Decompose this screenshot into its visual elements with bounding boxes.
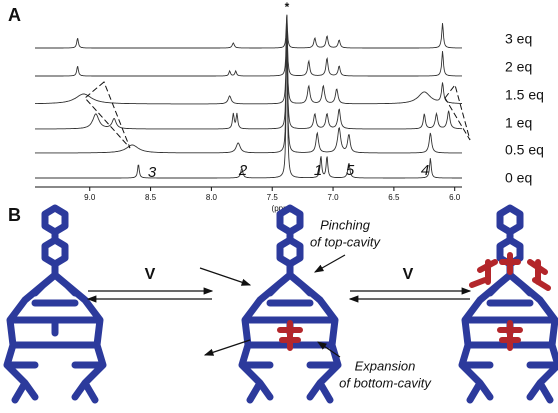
trace-label: 0 eq: [505, 170, 532, 186]
molecule: [462, 208, 558, 400]
x-tick-label: 9.0: [84, 193, 96, 202]
spectrum-trace: [35, 17, 462, 179]
trace-label: 1.5 eq: [505, 87, 544, 103]
annotation: Pinching: [320, 217, 371, 232]
spectrum-trace: [35, 16, 462, 130]
guest: [469, 252, 551, 291]
x-tick-label: 8.5: [145, 193, 157, 202]
dashed-guide: [84, 81, 471, 149]
annotation: Expansion: [355, 358, 416, 373]
spectra: [34, 14, 462, 179]
trace-label: 3 eq: [505, 31, 532, 47]
peak-label: 5: [346, 162, 355, 179]
spectrum-trace: [34, 16, 462, 154]
guest: [497, 320, 523, 351]
trace-label: 1 eq: [505, 115, 532, 131]
peak-label: 3: [148, 164, 157, 181]
trace-label: 0.5 eq: [505, 142, 544, 158]
x-axis-label: (ppm): [272, 204, 293, 213]
star-label: *: [285, 0, 290, 14]
panel-label: B: [8, 205, 21, 225]
x-tick-label: 6.5: [388, 193, 400, 202]
spectrum-trace: [35, 15, 462, 105]
x-tick-label: 7.0: [327, 193, 339, 202]
equilibrium-arrow: [86, 287, 472, 303]
x-tick-label: 7.5: [267, 193, 279, 202]
trace-label: 2 eq: [505, 59, 532, 75]
peak-label: 2: [238, 162, 248, 179]
annotation: of bottom-cavity: [339, 375, 432, 390]
x-tick-label: 8.0: [206, 193, 218, 202]
peak-label: 1: [314, 162, 322, 179]
molecule: [7, 208, 103, 400]
spectrum-trace: [35, 15, 462, 77]
spectrum-trace: [35, 14, 462, 49]
arrow-label: V: [403, 266, 414, 283]
panel-label: A: [8, 5, 21, 25]
guest: [277, 320, 303, 351]
annotation: of top-cavity: [310, 234, 382, 249]
peak-label: 4: [421, 162, 429, 179]
x-tick-label: 6.0: [449, 193, 461, 202]
pointer-arrow: [199, 254, 346, 358]
arrow-label: V: [145, 266, 156, 283]
